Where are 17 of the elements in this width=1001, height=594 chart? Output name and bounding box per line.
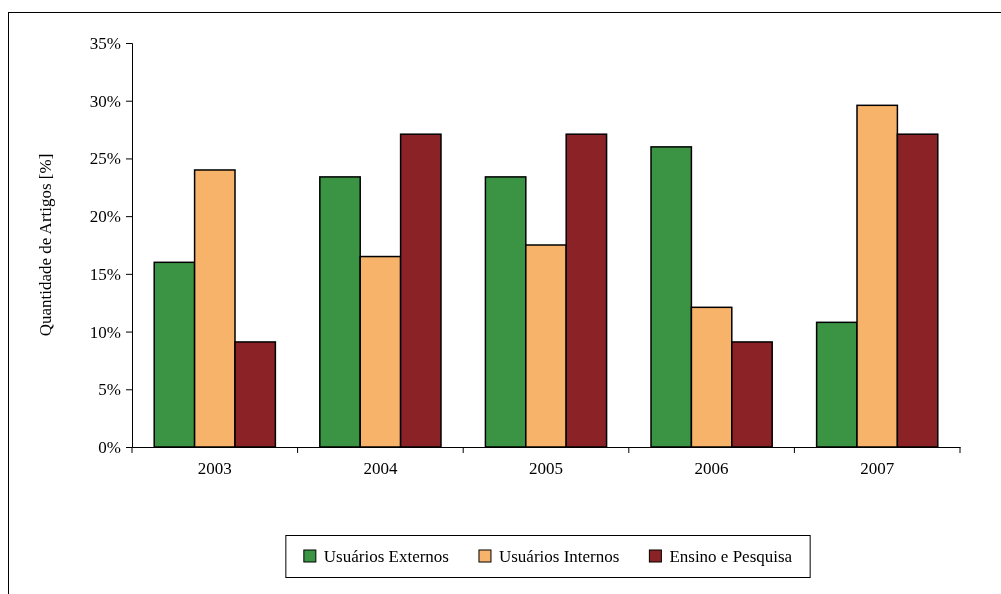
x-tick-label: 2006 [694, 458, 729, 478]
legend-label: Usuários Internos [498, 547, 620, 566]
x-tick-label: 2003 [197, 458, 232, 478]
legend-label: Usuários Externos [323, 547, 449, 566]
y-tick-label: 30% [89, 91, 121, 111]
y-tick-label: 25% [89, 149, 121, 169]
y-tick-label: 35% [89, 33, 121, 53]
y-tick-label: 10% [89, 322, 121, 342]
x-tick-label: 2005 [529, 458, 563, 478]
y-tick-label: 15% [89, 264, 121, 284]
y-tick-label: 20% [89, 207, 121, 227]
x-tick-label: 2007 [860, 458, 895, 478]
y-tick-label: 0% [98, 437, 121, 457]
x-tick-label: 2004 [363, 458, 398, 478]
y-axis-title: Quantidade de Artigos [%] [36, 153, 55, 337]
y-tick-label: 5% [98, 380, 121, 400]
legend-label: Ensino e Pesquisa [669, 547, 793, 566]
